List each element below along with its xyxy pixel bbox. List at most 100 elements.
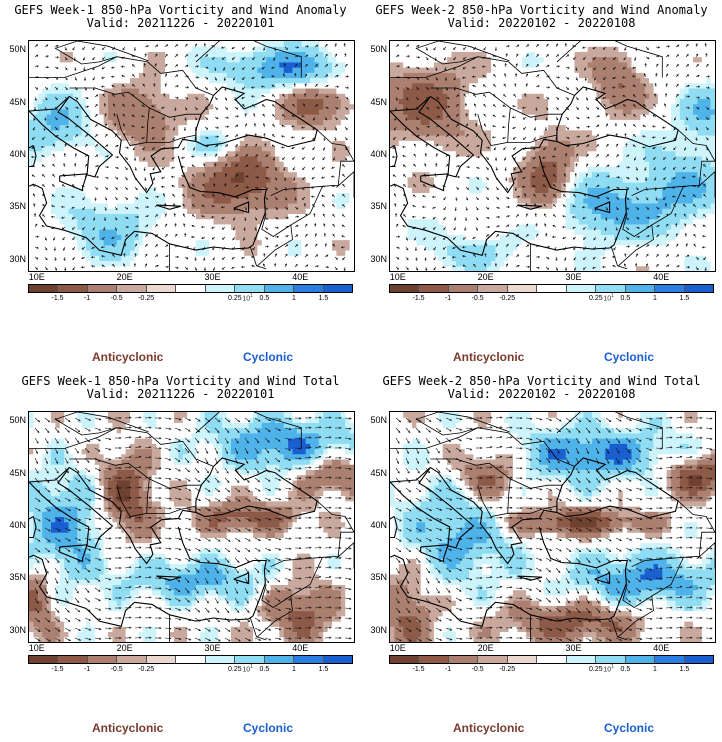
vorticity-cell xyxy=(394,67,400,73)
vorticity-cell xyxy=(283,72,289,79)
vorticity-cell xyxy=(156,192,162,199)
wind-arrowhead xyxy=(152,93,155,97)
vorticity-cell xyxy=(209,145,214,152)
wind-arrowhead xyxy=(126,216,129,219)
vorticity-cell xyxy=(217,46,223,52)
vorticity-cell xyxy=(46,72,52,79)
vorticity-cell xyxy=(187,135,192,141)
vorticity-cell xyxy=(257,156,263,162)
vorticity-cell xyxy=(116,46,122,52)
vorticity-cell xyxy=(204,41,210,47)
vorticity-cell xyxy=(283,203,289,209)
wind-arrowhead xyxy=(36,235,40,238)
wind-arrowhead xyxy=(226,116,229,119)
vorticity-cell xyxy=(138,82,144,89)
vorticity-cell xyxy=(279,213,285,220)
vorticity-cell xyxy=(349,171,354,178)
vorticity-cell xyxy=(266,203,272,209)
wind-arrowhead xyxy=(155,53,158,56)
vorticity-cell xyxy=(204,234,210,241)
vorticity-cell xyxy=(407,239,413,246)
vorticity-cell xyxy=(77,213,83,220)
vorticity-cell xyxy=(130,77,135,84)
vorticity-cell xyxy=(99,124,105,131)
vorticity-cell xyxy=(64,213,70,220)
vorticity-cell xyxy=(283,67,289,73)
vorticity-cell xyxy=(195,135,201,141)
wind-arrowhead xyxy=(55,77,59,80)
vorticity-cell xyxy=(108,166,113,173)
vorticity-cell xyxy=(209,41,214,47)
vorticity-cell xyxy=(55,203,61,209)
vorticity-cell xyxy=(226,234,232,241)
vorticity-cell xyxy=(138,145,144,152)
vorticity-cell xyxy=(252,156,258,162)
vorticity-cell xyxy=(99,260,105,267)
vorticity-cell xyxy=(147,255,153,262)
vorticity-cell xyxy=(68,56,74,63)
wind-arrowhead xyxy=(155,204,159,207)
vorticity-cell xyxy=(103,229,109,235)
wind-arrowhead xyxy=(220,206,224,209)
wind-arrowhead xyxy=(205,87,209,90)
vorticity-cell xyxy=(345,166,351,173)
wind-arrowhead xyxy=(123,263,126,266)
vorticity-cell xyxy=(323,187,329,194)
vorticity-cell xyxy=(213,197,219,204)
vorticity-cell xyxy=(318,51,324,58)
wind-arrowhead xyxy=(45,87,49,90)
vorticity-cell xyxy=(72,244,78,251)
vorticity-cell xyxy=(59,135,65,141)
vorticity-cell xyxy=(261,260,267,267)
wind-arrowhead xyxy=(96,175,100,179)
vorticity-cell xyxy=(274,255,280,262)
wind-arrowhead xyxy=(122,47,125,51)
wind-arrowhead xyxy=(33,203,36,206)
vorticity-cell xyxy=(301,61,307,68)
vorticity-cell xyxy=(226,161,232,167)
vorticity-cell xyxy=(103,244,109,251)
vorticity-cell xyxy=(94,255,100,262)
vorticity-cell xyxy=(390,161,395,167)
vorticity-cell xyxy=(138,161,144,167)
wind-arrowhead xyxy=(211,226,214,229)
vorticity-cell xyxy=(156,72,162,79)
vorticity-cell xyxy=(261,239,267,246)
vorticity-cell xyxy=(323,103,329,110)
vorticity-cell xyxy=(46,67,52,73)
wind-arrowhead xyxy=(65,67,68,71)
vorticity-cell xyxy=(252,239,258,246)
wind-arrowhead xyxy=(165,244,169,247)
vorticity-cell xyxy=(147,114,153,120)
vorticity-cell xyxy=(55,77,61,84)
vorticity-cell xyxy=(112,218,118,225)
wind-arrowhead xyxy=(226,125,230,128)
vorticity-cell xyxy=(103,208,109,214)
wind-arrowhead xyxy=(71,227,75,230)
vorticity-cell xyxy=(248,135,254,141)
vorticity-cell xyxy=(68,182,74,188)
vorticity-cell xyxy=(77,67,83,73)
wind-arrowhead xyxy=(335,64,338,67)
vorticity-cell xyxy=(86,161,91,167)
vorticity-cell xyxy=(108,103,113,110)
vorticity-cell xyxy=(292,176,298,183)
wind-arrowhead xyxy=(323,232,327,236)
vorticity-cell xyxy=(274,129,280,136)
vorticity-cell xyxy=(191,161,197,167)
vorticity-cell xyxy=(182,93,188,99)
vorticity-cell xyxy=(116,156,122,162)
vorticity-cell xyxy=(81,41,87,47)
wind-arrowhead xyxy=(75,97,79,100)
vorticity-cell xyxy=(68,255,74,262)
vorticity-cell xyxy=(327,234,333,241)
vorticity-cell xyxy=(279,234,285,241)
vorticity-cell xyxy=(81,192,87,199)
vorticity-cell xyxy=(226,67,232,73)
vorticity-cell xyxy=(178,166,184,173)
vorticity-cell xyxy=(231,93,236,99)
wind-arrowhead xyxy=(125,177,128,181)
vorticity-cell xyxy=(29,51,34,58)
vorticity-cell xyxy=(77,176,83,183)
vorticity-cell xyxy=(90,72,96,79)
